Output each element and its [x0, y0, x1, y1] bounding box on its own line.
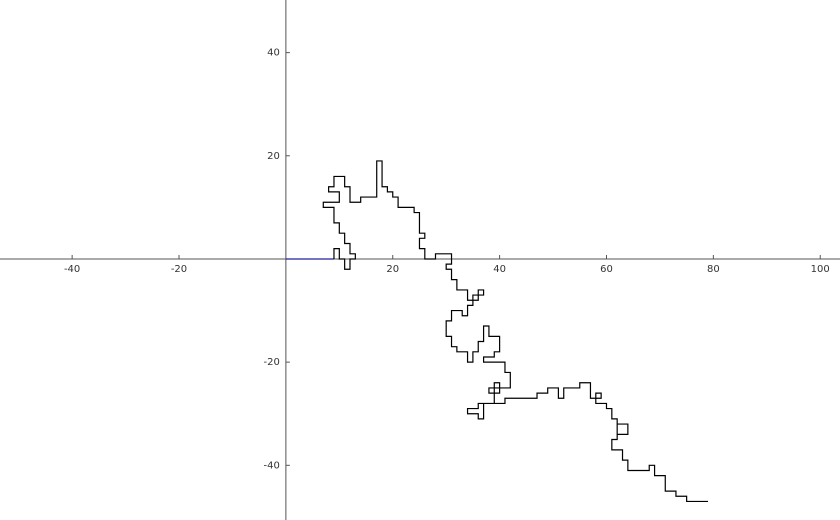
walk-line: [322, 160, 709, 503]
y-tick-label: -40: [264, 460, 280, 471]
x-tick-label: 60: [600, 264, 613, 275]
y-tick-label: -20: [264, 357, 280, 368]
x-tick-label: 40: [493, 264, 506, 275]
x-tick-label: 20: [386, 264, 399, 275]
y-tick-label: 40: [267, 48, 280, 59]
x-tick-label: -40: [64, 264, 80, 275]
y-tick-label: 20: [267, 151, 280, 162]
x-tick-label: -20: [171, 264, 187, 275]
x-tick-label: 100: [811, 264, 830, 275]
x-tick-label: 80: [707, 264, 720, 275]
